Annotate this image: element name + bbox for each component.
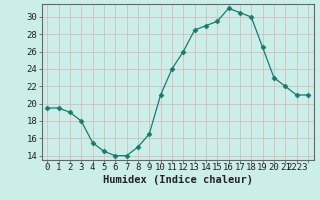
X-axis label: Humidex (Indice chaleur): Humidex (Indice chaleur) bbox=[103, 175, 252, 185]
